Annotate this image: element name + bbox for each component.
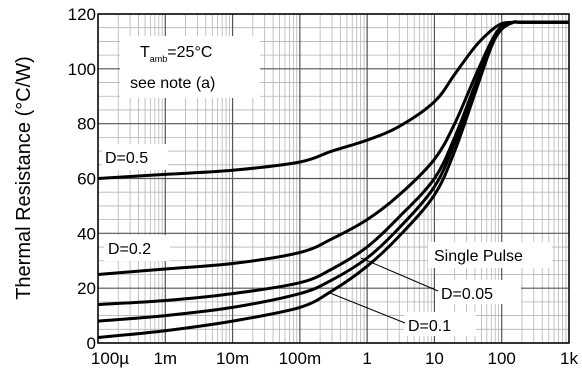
x-tick-label: 100µ: [91, 349, 129, 368]
annotation-bg: [120, 36, 260, 98]
ambient-annotation: Tamb=25°C see note (a): [120, 36, 260, 98]
x-tick-label: 10: [425, 349, 444, 368]
series-lines: [97, 20, 569, 339]
label-d005: D=0.05: [441, 286, 493, 303]
y-axis-label: Thermal Resistance (°C/W): [13, 56, 35, 300]
x-tick-labels: 100µ 1m 10m 100m 1 10 100 1k: [91, 349, 579, 368]
annotation-rest: =25°C: [167, 44, 212, 61]
y-tick-label: 100: [68, 60, 96, 79]
series-line-4: [97, 20, 569, 339]
label-single-pulse: Single Pulse: [434, 248, 523, 265]
y-tick-label: 80: [77, 115, 96, 134]
label-bg-single: [428, 242, 552, 268]
y-tick-label: 40: [77, 224, 96, 243]
x-tick-label: 100: [488, 349, 516, 368]
x-tick-label: 1: [362, 349, 371, 368]
annotation-line1: Tamb=25°C: [140, 44, 212, 64]
leader-d01: [329, 292, 406, 324]
label-bg-d05: [102, 144, 168, 170]
annotation-sub: amb: [150, 54, 168, 64]
curve-labels: D=0.5 D=0.2 Single Pulse D=0.05 D=0.1: [102, 144, 552, 336]
annotation-t: T: [140, 44, 150, 61]
label-bg-d005: [435, 280, 521, 304]
label-d05: D=0.5: [105, 150, 148, 167]
annotation-line2: see note (a): [130, 75, 215, 92]
label-bg-d01: [404, 312, 476, 336]
y-tick-label: 120: [68, 5, 96, 24]
y-tick-label: 20: [77, 279, 96, 298]
label-d01: D=0.1: [408, 318, 451, 335]
leader-d005: [360, 257, 439, 292]
y-tick-labels: 0 20 40 60 80 100 120: [68, 5, 96, 353]
label-bg-d02: [104, 235, 170, 261]
x-tick-label: 1k: [560, 349, 578, 368]
x-tick-label: 10m: [216, 349, 249, 368]
x-tick-label: 1m: [153, 349, 177, 368]
y-tick-label: 0: [87, 334, 96, 353]
y-tick-label: 60: [77, 170, 96, 189]
x-tick-label: 100m: [279, 349, 322, 368]
label-d02: D=0.2: [108, 241, 151, 258]
